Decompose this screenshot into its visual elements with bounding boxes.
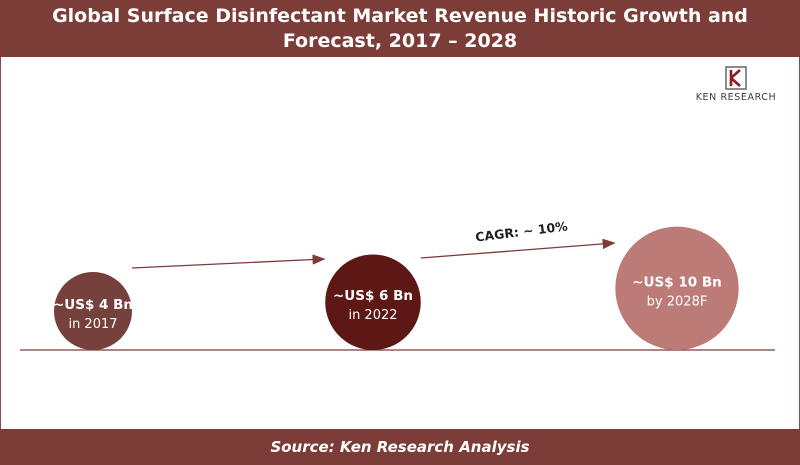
bubble-period-label: in 2022	[348, 308, 397, 323]
bubble-period-label: in 2017	[68, 317, 117, 332]
bubble-2022	[325, 254, 421, 350]
cagr-annotation: CAGR: ~ 10%	[474, 218, 568, 244]
chart-title: Global Surface Disinfectant Market Reven…	[52, 4, 748, 52]
logo-text: KEN RESEARCH	[695, 92, 777, 103]
chart-footer: Source: Ken Research Analysis	[0, 429, 800, 465]
chart-header: Global Surface Disinfectant Market Reven…	[0, 0, 800, 57]
source-note: Source: Ken Research Analysis	[270, 438, 530, 456]
bubble-value-label: ~US$ 4 Bn	[53, 297, 133, 313]
bubble-2017	[54, 272, 132, 350]
brand-logo: KEN RESEARCH	[678, 64, 794, 104]
ken-research-logo-icon	[725, 66, 747, 90]
growth-arrow	[420, 238, 616, 259]
growth-arrow	[131, 254, 326, 269]
bubble-value-label: ~US$ 6 Bn	[333, 288, 413, 304]
bubble-2028F	[615, 226, 739, 350]
bubble-period-label: by 2028F	[647, 294, 708, 309]
bubble-value-label: ~US$ 10 Bn	[632, 274, 721, 290]
